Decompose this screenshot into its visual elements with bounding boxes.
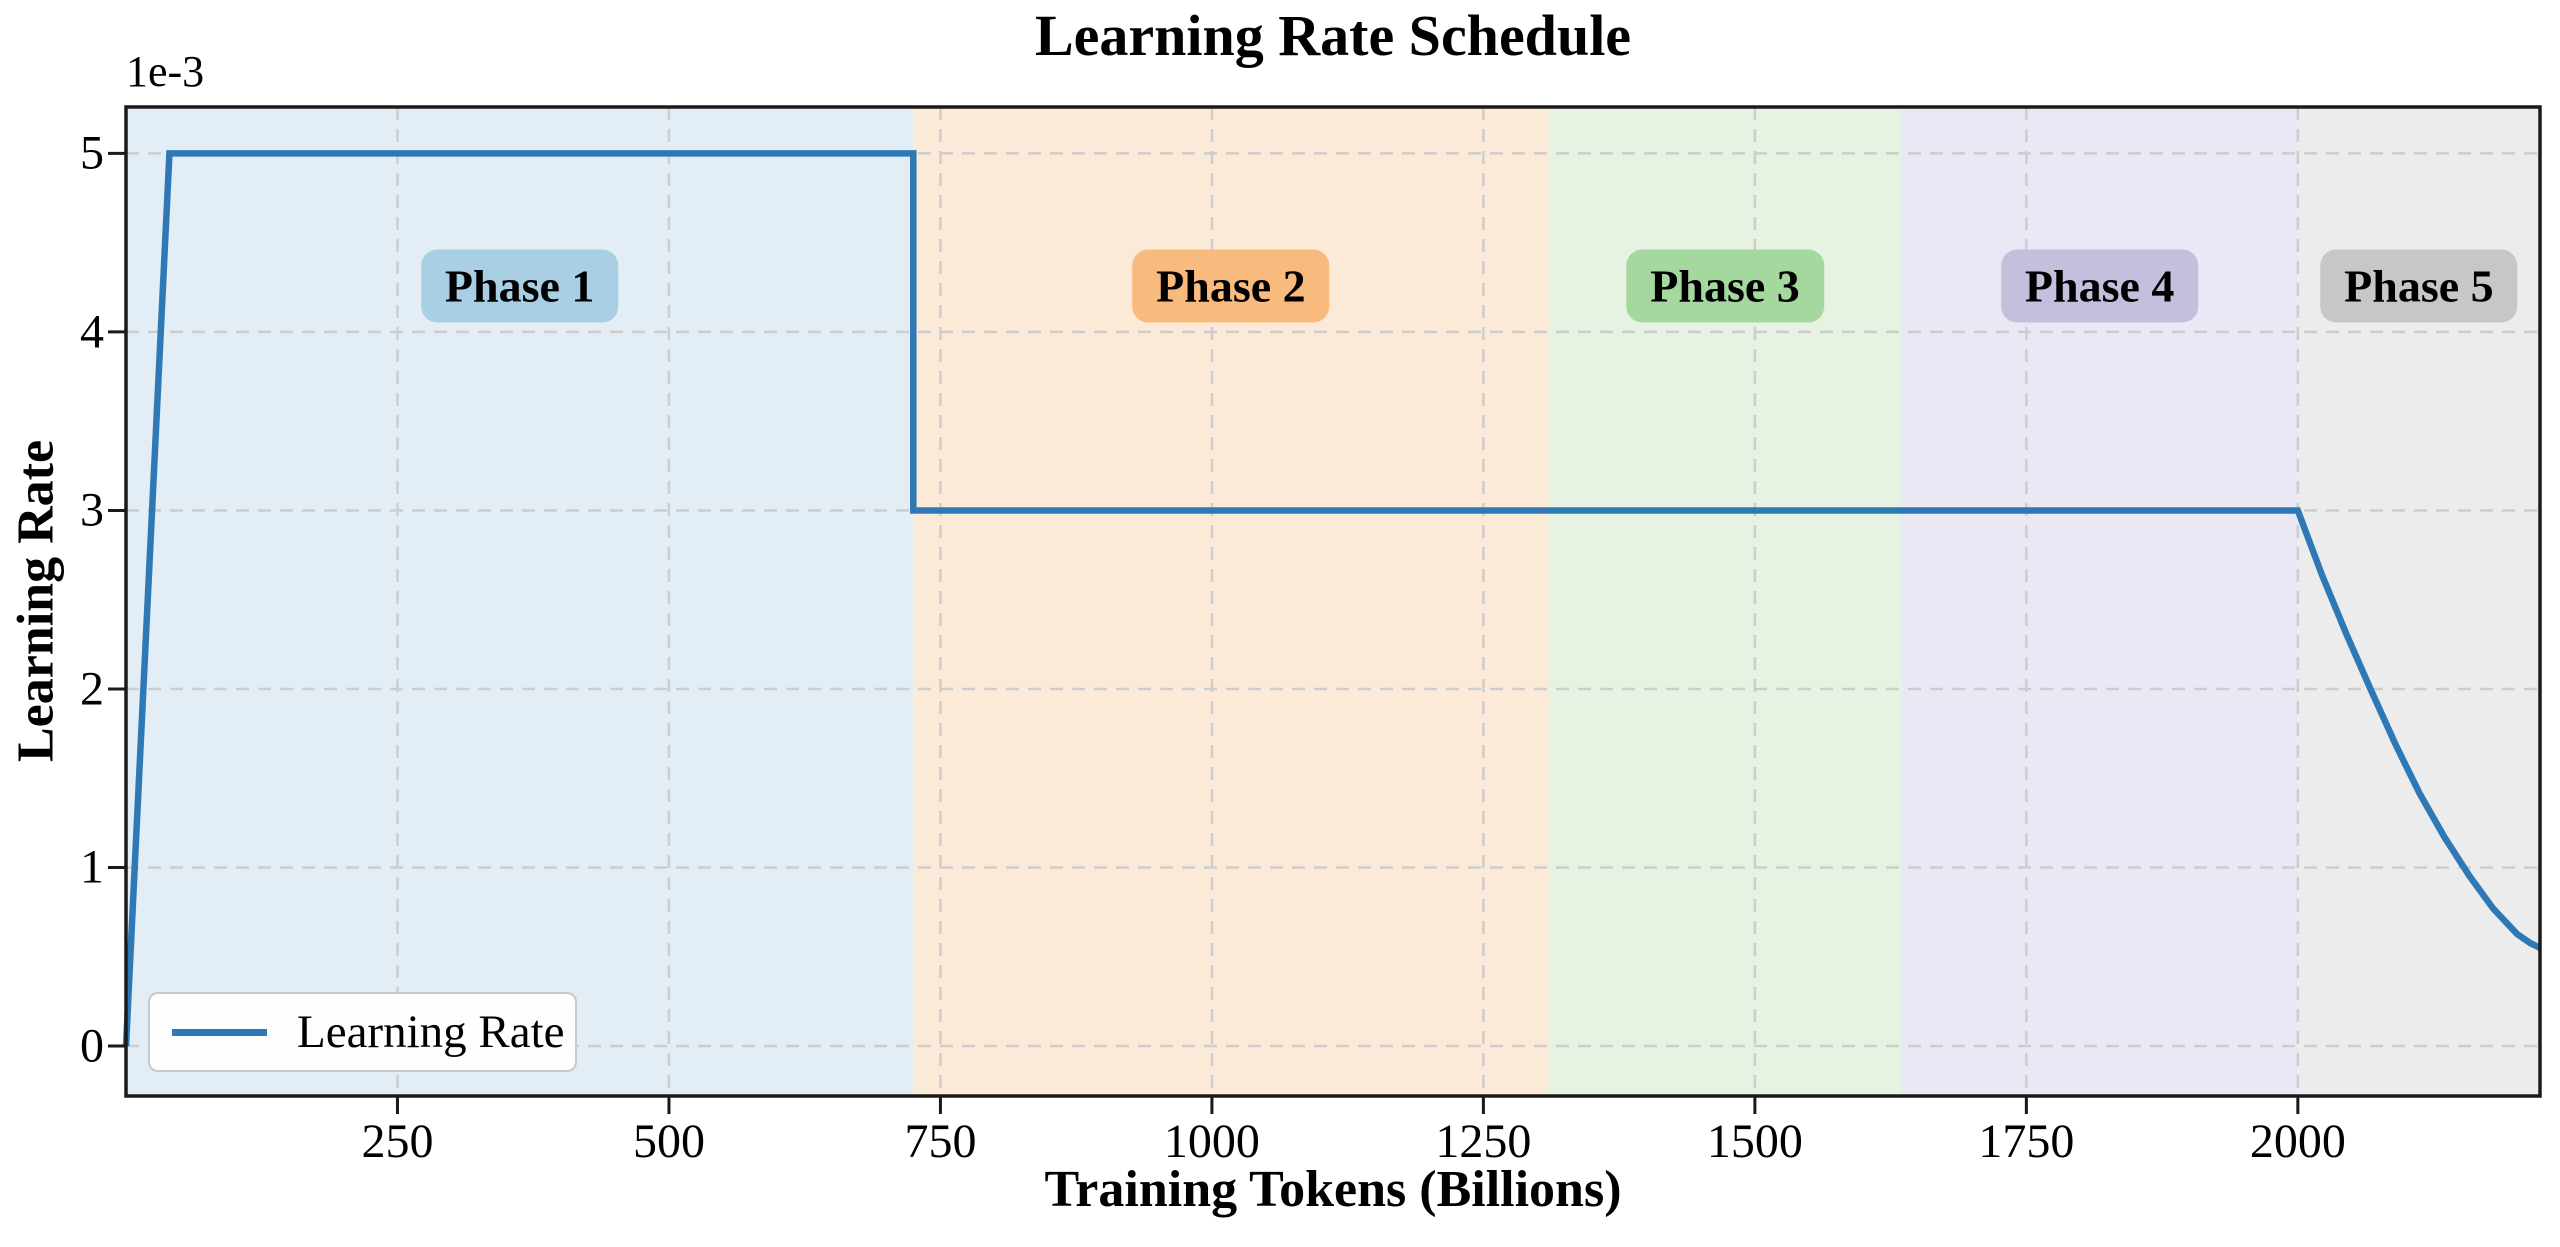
legend: Learning Rate — [148, 992, 577, 1072]
y-tick-label-5: 5 — [80, 126, 104, 180]
legend-line-swatch — [172, 1028, 267, 1036]
y-tick-label-2: 2 — [80, 662, 104, 716]
x-tick-label-1250: 1250 — [1435, 1115, 1532, 1168]
y-tick-label-0: 0 — [80, 1019, 104, 1073]
phase-label-2: Phase 2 — [1132, 249, 1330, 323]
phase-label-1: Phase 1 — [420, 249, 619, 323]
y-tick-label-3: 3 — [80, 483, 104, 537]
x-tick-label-2000: 2000 — [2249, 1115, 2346, 1168]
plot-border — [124, 105, 2542, 1098]
y-tick-label-1: 1 — [80, 840, 104, 894]
legend-label: Learning Rate — [297, 1006, 565, 1058]
chart-title: Learning Rate Schedule — [1034, 3, 1632, 68]
x-tick-label-250: 250 — [361, 1115, 434, 1168]
x-axis-label: Training Tokens (Billions) — [1044, 1161, 1622, 1218]
x-tick-label-1750: 1750 — [1978, 1115, 2075, 1168]
phase-label-5: Phase 5 — [2320, 249, 2518, 323]
phase-label-4: Phase 4 — [2000, 249, 2199, 323]
y-tick-label-4: 4 — [80, 305, 104, 359]
phase-label-3: Phase 3 — [1626, 249, 1824, 323]
y-axis-offset-label: 1e-3 — [126, 47, 205, 96]
x-tick-label-500: 500 — [632, 1115, 705, 1168]
x-tick-label-1500: 1500 — [1706, 1115, 1803, 1168]
learning-rate-line — [122, 150, 2542, 1047]
x-tick-label-750: 750 — [904, 1115, 977, 1168]
x-tick-label-1000: 1000 — [1163, 1115, 1260, 1168]
y-axis-label: Learning Rate — [7, 439, 65, 763]
